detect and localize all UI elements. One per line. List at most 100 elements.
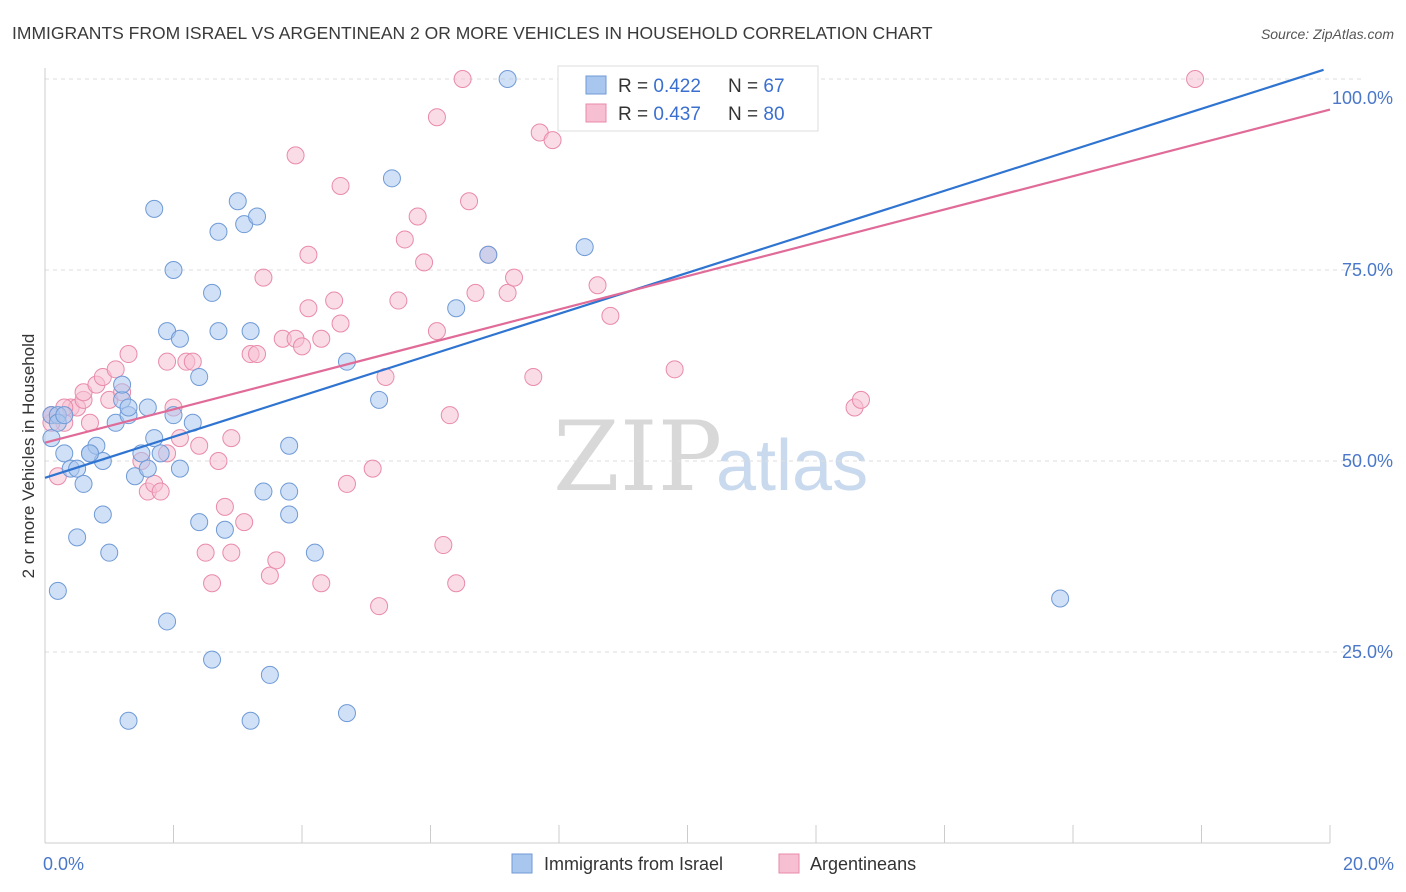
argentinean-point (408, 207, 427, 226)
y-axis-label: 2 or more Vehicles in Household (19, 334, 38, 579)
argentinean-trend-line (44, 108, 1331, 444)
israel-point (228, 192, 247, 211)
argentinean-point (209, 452, 228, 470)
argentinean-point (158, 352, 177, 371)
argentinean-point (299, 299, 318, 318)
israel-point (280, 505, 299, 524)
y-tick-label: 50.0% (1342, 451, 1393, 471)
argentinean-point (215, 497, 234, 516)
axes (44, 68, 1331, 844)
israel-point (68, 528, 87, 547)
argentinean-point (248, 345, 267, 364)
svg-text:N = 80: N = 80 (728, 104, 785, 125)
israel-point (190, 513, 209, 532)
israel-point (119, 711, 138, 730)
israel-point (158, 612, 177, 631)
argentinean-point (312, 329, 331, 348)
argentinean-point (851, 390, 870, 409)
argentinean-point (601, 306, 620, 325)
argentinean-point (267, 551, 286, 570)
argentinean-point (363, 459, 382, 478)
legend-n-label-israel: N = (728, 76, 763, 97)
israel-point (42, 429, 61, 448)
israel-point (337, 352, 356, 371)
argentinean-point (151, 482, 170, 501)
argentinean-point (337, 474, 356, 493)
israel-point (370, 390, 389, 409)
israel-point (382, 169, 401, 188)
argentinean-point (260, 566, 279, 585)
argentinean-point (254, 268, 273, 287)
argentinean-point (331, 314, 350, 333)
series-legend-swatch-argentineans (778, 853, 800, 874)
israel-point (209, 222, 228, 241)
israel-point (260, 665, 279, 684)
israel-point (1051, 589, 1070, 608)
argentinean-point (524, 367, 543, 386)
argentinean-point (1186, 70, 1205, 88)
legend-n-label-argentineans: N = (728, 104, 763, 125)
israel-point (248, 207, 267, 226)
israel-point (48, 581, 67, 600)
argentinean-point (325, 291, 344, 310)
israel-point (203, 650, 222, 669)
israel-point (100, 543, 119, 562)
x-tick-label: 20.0% (1343, 854, 1394, 874)
argentinean-point (440, 406, 459, 425)
argentinean-point (460, 192, 479, 211)
argentinean-point (222, 543, 241, 562)
series-legend: Immigrants from Israel Argentineans (511, 853, 916, 874)
israel-point (55, 406, 74, 425)
argentinean-point (588, 276, 607, 295)
argentinean-point (203, 574, 222, 593)
israel-point (241, 711, 260, 730)
israel-point (479, 245, 498, 264)
israel-point (254, 482, 273, 501)
israel-point (55, 444, 74, 463)
israel-point (80, 444, 99, 463)
argentinean-point (370, 597, 389, 616)
series-legend-label-argentineans: Argentineans (810, 854, 916, 874)
israel-point (170, 459, 189, 478)
svg-text:R = 0.422: R = 0.422 (618, 76, 701, 97)
y-tick-label: 75.0% (1342, 260, 1393, 280)
israel-points (42, 70, 1070, 730)
argentinean-point (222, 429, 241, 448)
argentinean-point (498, 283, 517, 302)
argentinean-point (119, 345, 138, 364)
argentinean-point (665, 360, 684, 379)
legend-n-value-israel: 67 (763, 76, 784, 97)
argentinean-point (427, 322, 446, 341)
source-credit: Source: ZipAtlas.com (1261, 26, 1394, 42)
trend-lines (44, 68, 1331, 479)
svg-text:R = 0.437: R = 0.437 (618, 104, 701, 125)
watermark-atlas: atlas (716, 426, 868, 506)
y-tick-label: 25.0% (1342, 642, 1393, 662)
argentinean-point (389, 291, 408, 310)
legend-r-label-israel: R = (618, 76, 653, 97)
israel-point (190, 367, 209, 386)
israel-point (337, 704, 356, 723)
israel-point (241, 322, 260, 341)
israel-point (575, 238, 594, 257)
israel-point (498, 70, 517, 88)
x-tick-label: 0.0% (43, 854, 84, 874)
israel-point (280, 436, 299, 455)
argentinean-point (286, 146, 305, 165)
israel-point (209, 322, 228, 341)
argentinean-point (331, 176, 350, 195)
argentinean-point (299, 245, 318, 264)
legend-r-value-argentineans: 0.437 (653, 104, 701, 125)
israel-point (119, 398, 138, 417)
israel-point (203, 283, 222, 302)
israel-point (164, 261, 183, 279)
argentinean-point (415, 253, 434, 272)
watermark: ZIP atlas (553, 401, 868, 513)
y-tick-label: 100.0% (1332, 88, 1393, 108)
argentinean-point (434, 536, 453, 555)
watermark-zip: ZIP (553, 401, 722, 513)
argentinean-point (183, 352, 202, 371)
israel-point (145, 199, 164, 218)
grid-lines (45, 78, 1365, 653)
